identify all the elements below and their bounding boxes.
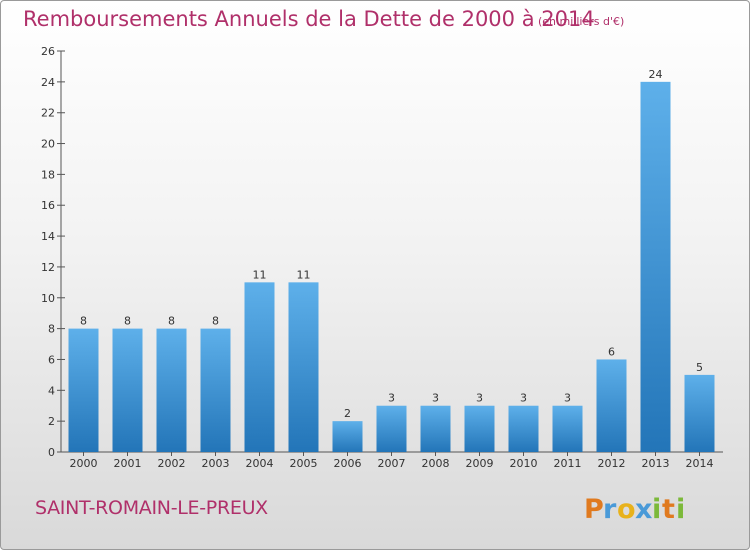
svg-text:i: i bbox=[676, 494, 685, 525]
value-label-2014: 5 bbox=[696, 361, 703, 374]
bar-2005 bbox=[288, 282, 319, 452]
unit-label: (en milliers d'€) bbox=[538, 15, 625, 28]
y-tick-label: 8 bbox=[48, 323, 55, 336]
bar-2007 bbox=[376, 405, 407, 452]
value-label-2003: 8 bbox=[212, 315, 219, 328]
y-tick-label: 10 bbox=[41, 292, 55, 305]
x-tick-label-2004: 2004 bbox=[246, 457, 274, 470]
value-label-2007: 3 bbox=[388, 392, 395, 405]
bar-2013 bbox=[640, 81, 671, 452]
bar-2012 bbox=[596, 359, 627, 452]
x-tick-label-2003: 2003 bbox=[202, 457, 230, 470]
x-tick-label-2008: 2008 bbox=[422, 457, 450, 470]
bar-2009 bbox=[464, 405, 495, 452]
value-label-2008: 3 bbox=[432, 392, 439, 405]
y-tick-label: 6 bbox=[48, 353, 55, 366]
y-tick-label: 12 bbox=[41, 261, 55, 274]
value-label-2004: 11 bbox=[253, 268, 267, 281]
x-tick-label-2005: 2005 bbox=[290, 457, 318, 470]
y-tick-label: 4 bbox=[48, 384, 55, 397]
value-label-2013: 24 bbox=[649, 68, 663, 81]
value-label-2001: 8 bbox=[124, 315, 131, 328]
x-tick-label-2001: 2001 bbox=[114, 457, 142, 470]
x-tick-label-2012: 2012 bbox=[598, 457, 626, 470]
bar-2004 bbox=[244, 282, 275, 452]
svg-text:t: t bbox=[662, 494, 675, 525]
y-tick-label: 26 bbox=[41, 45, 55, 58]
bar-2010 bbox=[508, 405, 539, 452]
bar-2001 bbox=[112, 328, 143, 452]
x-tick-label-2013: 2013 bbox=[642, 457, 670, 470]
chart-bars bbox=[68, 81, 715, 452]
x-tick-label-2006: 2006 bbox=[334, 457, 362, 470]
value-label-2005: 11 bbox=[297, 268, 311, 281]
bar-2014 bbox=[684, 374, 715, 452]
bar-2002 bbox=[156, 328, 187, 452]
y-tick-label: 18 bbox=[41, 168, 55, 181]
x-tick-label-2011: 2011 bbox=[554, 457, 582, 470]
svg-text:r: r bbox=[603, 494, 617, 525]
chart-title: Remboursements Annuels de la Dette de 20… bbox=[23, 7, 595, 31]
svg-text:o: o bbox=[617, 494, 636, 525]
value-label-2012: 6 bbox=[608, 345, 615, 358]
value-label-2002: 8 bbox=[168, 315, 175, 328]
chart-value-labels: 8 8 8 8 11 11 2 3 3 3 3 3 6 24 5 bbox=[80, 68, 703, 420]
x-tick-label-2014: 2014 bbox=[686, 457, 714, 470]
svg-text:P: P bbox=[584, 494, 604, 525]
x-tick-label-2010: 2010 bbox=[510, 457, 538, 470]
svg-text:x: x bbox=[635, 494, 652, 525]
x-tick-label-2009: 2009 bbox=[466, 457, 494, 470]
x-tick-label-2000: 2000 bbox=[70, 457, 98, 470]
y-tick-label: 22 bbox=[41, 107, 55, 120]
y-tick-label: 14 bbox=[41, 230, 55, 243]
proxiti-logo: P r o x i t i bbox=[584, 494, 685, 525]
value-label-2009: 3 bbox=[476, 392, 483, 405]
y-tick-label: 0 bbox=[48, 446, 55, 459]
y-tick-label: 24 bbox=[41, 76, 55, 89]
bar-2003 bbox=[200, 328, 231, 452]
y-tick-label: 16 bbox=[41, 199, 55, 212]
x-tick-label-2002: 2002 bbox=[158, 457, 186, 470]
value-label-2006: 2 bbox=[344, 407, 351, 420]
bar-2011 bbox=[552, 405, 583, 452]
bar-2006 bbox=[332, 421, 363, 452]
y-tick-label: 20 bbox=[41, 138, 55, 151]
bar-2000 bbox=[68, 328, 99, 452]
svg-text:i: i bbox=[652, 494, 661, 525]
value-label-2011: 3 bbox=[564, 392, 571, 405]
value-label-2000: 8 bbox=[80, 315, 87, 328]
x-tick-label-2007: 2007 bbox=[378, 457, 406, 470]
bar-2008 bbox=[420, 405, 451, 452]
y-tick-label: 2 bbox=[48, 415, 55, 428]
value-label-2010: 3 bbox=[520, 392, 527, 405]
town-name: SAINT-ROMAIN-LE-PREUX bbox=[35, 497, 268, 519]
